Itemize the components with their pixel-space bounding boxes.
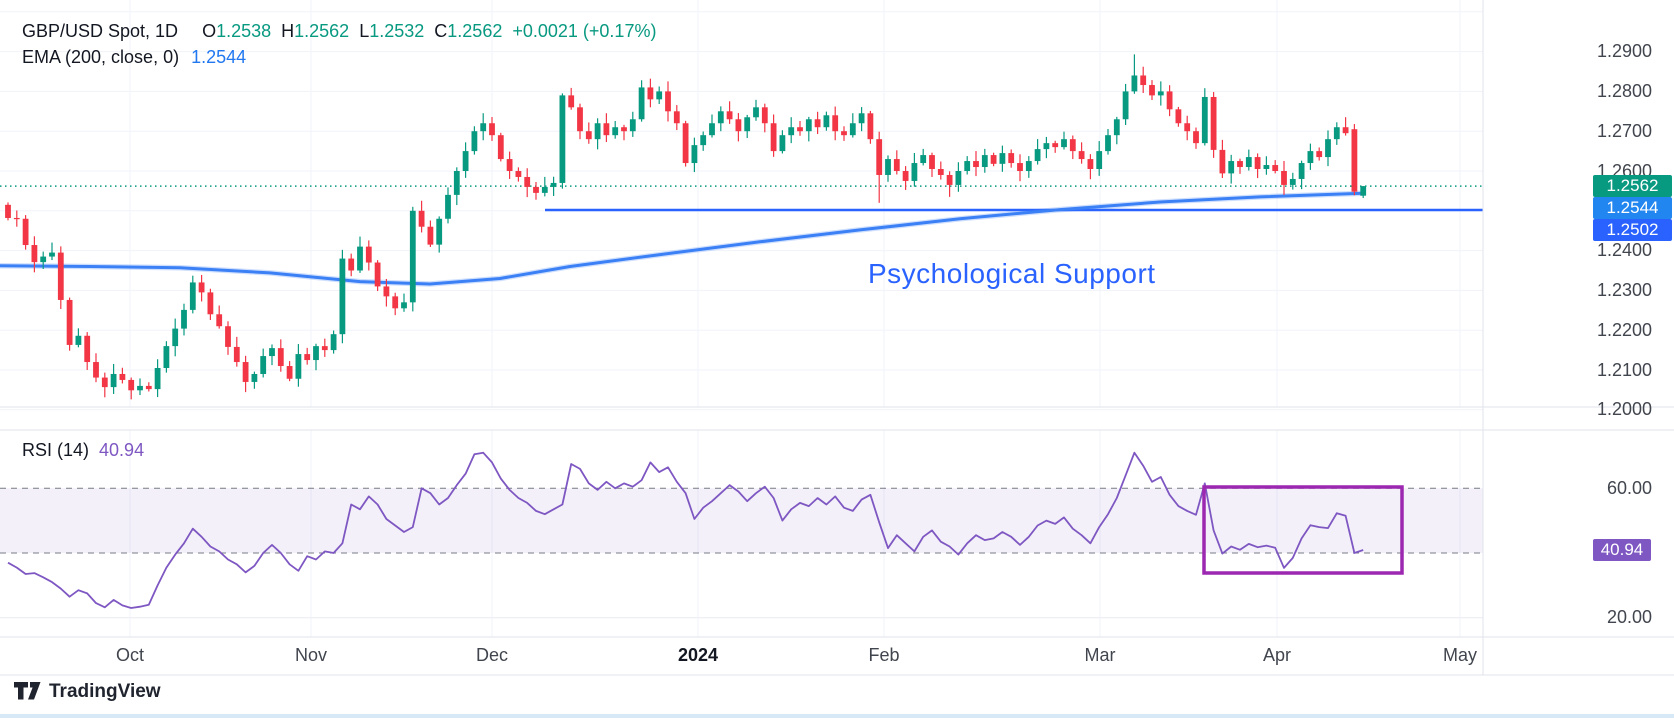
ema-indicator-label[interactable]: EMA (200, close, 0) xyxy=(22,47,180,67)
ema-line[interactable] xyxy=(0,190,1366,287)
bottom-strip xyxy=(0,714,1674,718)
pane-borders xyxy=(0,0,1674,676)
high-value: 1.2562 xyxy=(294,21,350,41)
change-value: +0.0021 (+0.17%) xyxy=(512,21,657,41)
time-axis-label-may: May xyxy=(1442,645,1478,665)
psychological-support-annotation[interactable]: Psychological Support xyxy=(868,258,1156,289)
rsi-rectangle-annotation[interactable] xyxy=(1202,485,1404,575)
time-axis-label-apr: Apr xyxy=(1262,645,1292,665)
price-axis-label: 1.2300 xyxy=(1596,279,1652,300)
tradingview-logo-icon xyxy=(14,682,41,700)
rsi-axis-label: 60.00 xyxy=(1606,477,1652,498)
price-axis-label: 1.2100 xyxy=(1596,359,1652,380)
close-value: 1.2562 xyxy=(447,21,503,41)
close-label: C xyxy=(434,21,448,41)
rsi-legend-row[interactable]: RSI (14) 40.94 xyxy=(22,440,144,461)
open-label: O xyxy=(202,21,217,41)
tradingview-logo-text: TradingView xyxy=(49,681,161,702)
low-value: 1.2532 xyxy=(369,21,425,41)
ema-indicator-value: 1.2544 xyxy=(191,47,247,67)
tradingview-logo[interactable]: TradingView xyxy=(14,681,161,703)
open-value: 1.2538 xyxy=(216,21,272,41)
price-axis-label: 1.2400 xyxy=(1596,240,1652,261)
price-axis-label: 1.2700 xyxy=(1596,120,1652,141)
low-label: L xyxy=(359,21,370,41)
symbol-legend[interactable]: GBP/USD Spot, 1D O1.2538 H1.2562 L1.2532 C1.… xyxy=(22,18,656,70)
rsi-indicator-label[interactable]: RSI (14) xyxy=(22,440,90,460)
last-price-badge: 1.2562 xyxy=(1593,175,1672,197)
rsi-indicator-value: 40.94 xyxy=(99,440,145,460)
price-axis-label: 1.2900 xyxy=(1596,41,1652,62)
time-axis-label-oct: Oct xyxy=(115,645,145,665)
symbol-legend-row[interactable]: GBP/USD Spot, 1D O1.2538 H1.2562 L1.2532 C1.… xyxy=(22,18,656,44)
rsi-axis-label: 20.00 xyxy=(1606,607,1652,628)
support-line-price-badge: 1.2502 xyxy=(1593,219,1672,241)
rsi-band xyxy=(0,487,1483,554)
ema-legend-row[interactable]: EMA (200, close, 0) 1.2544 xyxy=(22,44,656,70)
time-axis-label-nov: Nov xyxy=(294,645,328,665)
price-axis-label: 1.2000 xyxy=(1596,399,1652,420)
ema-value-badge: 1.2544 xyxy=(1593,197,1672,219)
price-axis-label: 1.2800 xyxy=(1596,80,1652,101)
symbol-title[interactable]: GBP/USD Spot, 1D xyxy=(22,21,179,41)
time-axis-label-2024: 2024 xyxy=(677,645,719,665)
rsi-line[interactable] xyxy=(7,451,1364,609)
time-axis-label-feb: Feb xyxy=(868,645,900,665)
high-label: H xyxy=(281,21,295,41)
time-axis-label-mar: Mar xyxy=(1084,645,1116,665)
candles[interactable] xyxy=(5,54,1367,400)
price-axis-label: 1.2200 xyxy=(1596,319,1652,340)
rsi-value-badge: 40.94 xyxy=(1593,539,1651,561)
time-axis-label-dec: Dec xyxy=(475,645,509,665)
